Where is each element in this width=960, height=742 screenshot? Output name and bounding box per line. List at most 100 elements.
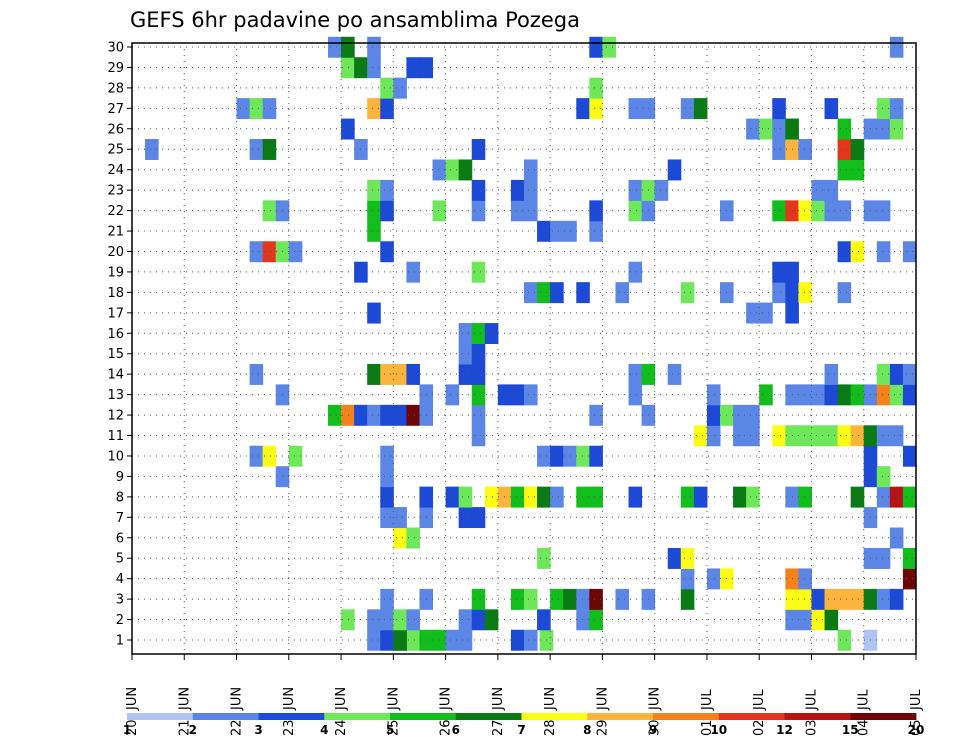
heatmap-cell [628, 384, 643, 406]
heatmap-cell [576, 98, 590, 120]
x-tick-day: 28 [543, 719, 558, 736]
heatmap-cell [550, 282, 564, 304]
heatmap-cell [262, 200, 277, 222]
x-tick-day: 26 [439, 719, 454, 736]
x-tick-month: JUN [177, 687, 192, 711]
heatmap-cell [367, 57, 381, 79]
heatmap-cell [811, 609, 826, 631]
heatmap-cell [406, 57, 420, 79]
heatmap-cell [367, 220, 381, 242]
y-tick-label: 4 [116, 572, 124, 587]
heatmap-cell [249, 139, 264, 160]
heatmap-cell [432, 159, 447, 181]
heatmap-cell [902, 486, 916, 508]
heatmap-cell [341, 57, 355, 79]
y-tick-label: 7 [116, 511, 124, 526]
x-tick-day: 22 [230, 719, 245, 736]
heatmap-cell [471, 425, 486, 447]
heatmap-cell [380, 445, 394, 467]
colorbar-swatch [653, 713, 720, 720]
heatmap-cell [380, 179, 394, 201]
heatmap-cell [393, 363, 407, 385]
heatmap-cell [876, 98, 891, 120]
heatmap-cell [837, 425, 852, 447]
plot-frame [131, 42, 917, 655]
heatmap-cell [380, 200, 394, 222]
heatmap-cell [706, 425, 721, 447]
heatmap-cell [837, 200, 852, 222]
y-tick-label: 23 [107, 184, 124, 199]
heatmap-cell [510, 588, 525, 610]
heatmap-cell [706, 384, 721, 406]
x-tick-day: 04 [857, 719, 872, 736]
heatmap-cell [576, 445, 590, 467]
heatmap-cell [876, 425, 891, 447]
heatmap-cell [772, 425, 786, 447]
heatmap-cell [615, 282, 630, 304]
heatmap-cell [837, 629, 852, 651]
heatmap-cell [341, 118, 355, 140]
heatmap-cell [589, 588, 603, 610]
x-tick-month: JUN [491, 687, 506, 711]
heatmap-cell [367, 200, 381, 222]
heatmap-cell [798, 609, 812, 631]
heatmap-cell [772, 261, 786, 283]
heatmap-cell [471, 200, 486, 222]
heatmap-cell [667, 547, 682, 569]
heatmap-cell [693, 486, 708, 508]
heatmap-cell [393, 527, 407, 549]
heatmap-cell [471, 261, 486, 283]
heatmap-cell [837, 588, 852, 610]
heatmap-cell [393, 609, 407, 631]
heatmap-cell [550, 220, 564, 242]
heatmap-cell [889, 98, 904, 120]
heatmap-cell [328, 404, 342, 426]
heatmap-cell [510, 384, 525, 406]
heatmap-cell [458, 629, 473, 651]
heatmap-cell [628, 179, 643, 201]
heatmap-cell [615, 588, 630, 610]
y-tick-label: 20 [107, 245, 124, 260]
colorbar-swatch [324, 713, 391, 720]
heatmap-cell [680, 568, 695, 590]
heatmap-cell [850, 241, 865, 263]
heatmap-cell [380, 629, 394, 651]
heatmap-cell [458, 159, 473, 181]
heatmap-cell [824, 384, 839, 406]
x-tick-day: 01 [700, 719, 715, 736]
heatmap-cell [902, 547, 916, 569]
y-tick-label: 18 [107, 286, 124, 301]
heatmap-cell [262, 445, 277, 467]
heatmap-cell [550, 445, 564, 467]
heatmap-cell [798, 486, 812, 508]
colorbar-swatch [258, 713, 325, 720]
heatmap-cell [811, 200, 826, 222]
y-tick-label: 29 [107, 61, 124, 76]
x-tick-day: 24 [334, 719, 349, 736]
heatmap-cell [902, 241, 916, 263]
heatmap-cell [876, 486, 891, 508]
y-tick-label: 16 [107, 327, 124, 342]
heatmap-cell [406, 609, 420, 631]
heatmap-cell [563, 588, 577, 610]
heatmap-cell [406, 527, 420, 549]
x-tick-label: JUN 21 [177, 687, 192, 736]
heatmap-cell [759, 302, 773, 324]
heatmap-cell [458, 363, 473, 385]
heatmap-cell [328, 36, 342, 58]
y-tick-label: 12 [107, 409, 124, 424]
heatmap-cell [733, 486, 747, 508]
heatmap-cell [837, 139, 852, 160]
y-tick-label: 11 [107, 429, 124, 444]
x-tick-day: 02 [752, 719, 767, 736]
heatmap-cell [510, 179, 525, 201]
heatmap-cell [367, 302, 381, 324]
heatmap-cell [876, 363, 891, 385]
heatmap-cell [471, 384, 486, 406]
heatmap-cell [393, 629, 407, 651]
heatmap-cell [471, 179, 486, 201]
heatmap-cell [798, 425, 812, 447]
heatmap-cell [628, 200, 643, 222]
heatmap-cell [471, 507, 486, 529]
heatmap-cell [759, 384, 773, 406]
